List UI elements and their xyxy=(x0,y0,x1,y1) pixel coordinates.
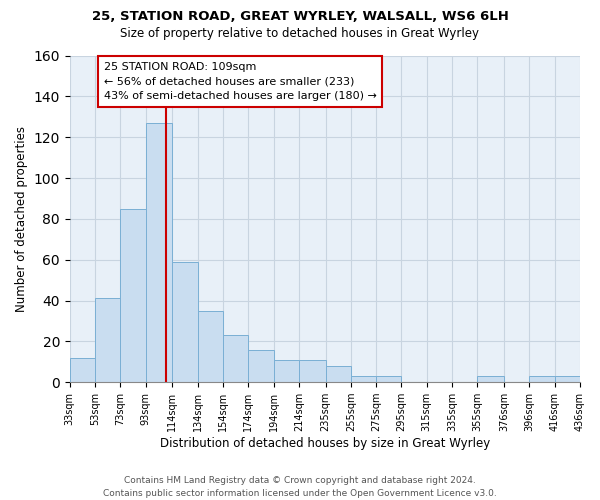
Bar xyxy=(197,311,223,382)
Bar xyxy=(554,376,580,382)
Bar xyxy=(248,350,274,382)
Bar xyxy=(478,376,504,382)
Bar xyxy=(351,376,376,382)
Bar xyxy=(70,358,95,382)
Bar xyxy=(274,360,299,382)
Text: Contains HM Land Registry data © Crown copyright and database right 2024.
Contai: Contains HM Land Registry data © Crown c… xyxy=(103,476,497,498)
Bar xyxy=(223,336,248,382)
Text: 25, STATION ROAD, GREAT WYRLEY, WALSALL, WS6 6LH: 25, STATION ROAD, GREAT WYRLEY, WALSALL,… xyxy=(92,10,508,23)
Text: 25 STATION ROAD: 109sqm
← 56% of detached houses are smaller (233)
43% of semi-d: 25 STATION ROAD: 109sqm ← 56% of detache… xyxy=(104,62,377,101)
Bar xyxy=(529,376,554,382)
Bar xyxy=(121,208,146,382)
Bar xyxy=(172,262,197,382)
Bar xyxy=(376,376,401,382)
Bar xyxy=(146,123,172,382)
Bar xyxy=(299,360,326,382)
Y-axis label: Number of detached properties: Number of detached properties xyxy=(15,126,28,312)
Text: Size of property relative to detached houses in Great Wyrley: Size of property relative to detached ho… xyxy=(121,28,479,40)
Bar xyxy=(95,298,121,382)
Bar xyxy=(326,366,351,382)
X-axis label: Distribution of detached houses by size in Great Wyrley: Distribution of detached houses by size … xyxy=(160,437,490,450)
